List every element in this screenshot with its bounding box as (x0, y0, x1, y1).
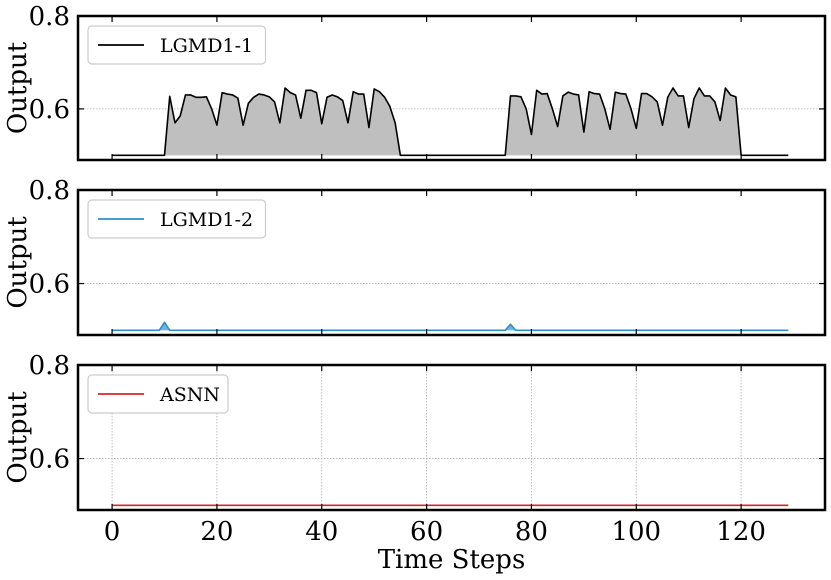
y-axis-label: Output (3, 41, 33, 134)
axes-frame (76, 363, 827, 512)
y-tick-label: 0.6 (29, 270, 70, 300)
axes-frame (76, 188, 827, 337)
y-tick-label: 0.8 (29, 176, 70, 206)
y-tick-label: 0.6 (29, 445, 70, 475)
series-area (112, 322, 789, 331)
panel-3: 0.6 0.8 Output ASNN (3, 351, 827, 512)
x-tick-label: 40 (305, 517, 338, 547)
y-tick-label: 0.6 (29, 95, 70, 125)
x-tick-label: 20 (200, 517, 233, 547)
x-tick-label: 60 (410, 517, 443, 547)
x-tick-label: 100 (611, 517, 661, 547)
legend-label: LGMD1-2 (160, 209, 253, 231)
legend-box (87, 374, 229, 414)
x-axis-label: Time Steps (378, 545, 526, 575)
legend-label: ASNN (159, 384, 220, 406)
legend: LGMD1-2 (87, 199, 267, 239)
series-line-lgmd1-1 (112, 87, 789, 157)
y-axis-label: Output (3, 216, 33, 309)
legend-label: LGMD1-1 (160, 35, 253, 57)
axes-frame (76, 14, 827, 162)
legend: LGMD1-1 (87, 25, 267, 65)
y-tick-label: 0.8 (29, 351, 70, 381)
x-tick-label: 0 (104, 517, 121, 547)
x-tick-label: 80 (515, 517, 548, 547)
panel-1: 0.6 0.8 Output LGMD1-1 (3, 2, 827, 162)
series-area (112, 88, 789, 156)
legend: ASNN (87, 374, 229, 414)
panel-2: 0.6 0.8 Output LGMD1-2 (3, 176, 827, 337)
y-tick-label: 0.8 (29, 2, 70, 32)
x-tick-label: 120 (716, 517, 766, 547)
series-line-lgmd1-2 (112, 321, 789, 332)
legend-box (87, 25, 267, 65)
legend-box (87, 199, 267, 239)
y-axis-label: Output (3, 391, 33, 484)
